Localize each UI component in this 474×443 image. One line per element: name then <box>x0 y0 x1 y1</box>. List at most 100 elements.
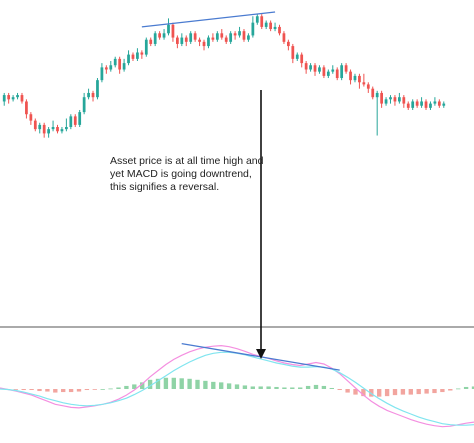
candle-body <box>65 127 68 130</box>
candle-body <box>260 16 264 27</box>
macd-line <box>0 344 474 428</box>
price-trendline-group <box>141 11 276 28</box>
macd-histogram-bar <box>171 377 176 389</box>
candle-body <box>295 54 299 59</box>
macd-histogram-bar <box>345 389 350 393</box>
candle-body <box>87 92 90 98</box>
macd-histogram-bar <box>211 381 216 389</box>
candle-body <box>402 97 406 104</box>
macd-histogram-bar <box>305 385 311 389</box>
macd-histogram-bar <box>266 386 271 389</box>
candle-body <box>113 58 117 66</box>
candle-body <box>38 124 42 130</box>
macd-histogram-bar <box>463 386 469 389</box>
candle-body <box>184 37 188 42</box>
macd-histogram-bar <box>471 386 474 389</box>
candle-body <box>78 112 82 125</box>
candle-body <box>264 22 268 27</box>
candle-body <box>273 26 277 30</box>
candle-body <box>140 52 144 55</box>
candle-body <box>16 95 19 98</box>
candle-body <box>318 67 321 72</box>
macd-histogram-bar <box>29 389 34 391</box>
macd-histogram-bar <box>440 389 445 393</box>
candle-body <box>220 33 224 38</box>
candle-body <box>380 92 383 104</box>
candle-body <box>389 97 392 100</box>
macd-histogram-bar <box>203 380 208 389</box>
candle-body <box>122 63 126 70</box>
candle-body <box>269 22 272 30</box>
macd-histogram-bar <box>400 389 406 395</box>
candle-body <box>322 67 326 76</box>
macd-histogram-bar <box>258 386 263 389</box>
candle-body <box>60 129 64 132</box>
macd-histogram-bar <box>92 389 97 390</box>
candle-body <box>11 97 15 100</box>
candle-body <box>371 88 375 98</box>
macd-histogram-bar <box>242 385 248 389</box>
candle-body <box>215 33 219 40</box>
candle-body <box>344 65 348 72</box>
candle-body <box>51 127 55 130</box>
macd-histogram-bar <box>179 378 184 389</box>
candle-body <box>73 116 77 125</box>
macd-histogram-bar <box>432 389 437 394</box>
macd-histogram-bar <box>37 389 42 392</box>
macd-histogram-bar <box>416 389 421 395</box>
candle-body <box>109 65 113 70</box>
candle-body <box>233 33 237 36</box>
candle-body <box>247 35 250 40</box>
candle-body <box>193 33 197 40</box>
macd-histogram-bar <box>361 389 366 397</box>
candle-body <box>304 63 308 70</box>
candle-body <box>136 52 139 59</box>
candle-body <box>56 127 59 132</box>
candle-body <box>255 16 259 23</box>
candle-body <box>153 33 157 44</box>
macd-histogram-bar <box>298 387 303 389</box>
candle-body <box>420 101 423 106</box>
macd-histogram-bar <box>45 389 50 392</box>
candle-body <box>144 39 148 55</box>
candle-body <box>313 65 317 72</box>
macd-histogram-bar <box>321 385 327 389</box>
macd-histogram-bar <box>116 387 121 389</box>
macd-histogram-bar <box>456 388 461 390</box>
macd-histogram-bar <box>147 379 153 389</box>
candle-body <box>100 67 104 81</box>
candle-body <box>393 97 397 102</box>
macd-histogram-bar <box>53 389 58 393</box>
candle-body <box>384 99 388 104</box>
candle-body <box>362 82 366 85</box>
candle-body <box>47 129 50 134</box>
candle-body <box>309 65 312 70</box>
macd-histogram-bar <box>250 386 255 389</box>
macd-histogram-bar <box>187 378 192 389</box>
macd-histogram-bar <box>448 389 453 391</box>
macd-histogram-bar <box>234 384 240 389</box>
candle-body <box>171 24 175 38</box>
candle-body <box>366 84 370 89</box>
macd-histogram-bar <box>369 389 374 397</box>
macd-histogram-bar <box>76 389 82 392</box>
candle-body <box>25 101 28 115</box>
macd-histogram-bar <box>226 383 232 389</box>
candle-body <box>127 54 130 64</box>
candle-body <box>406 103 410 108</box>
candle-body <box>433 101 437 104</box>
candle-body <box>20 95 24 102</box>
candle-body <box>437 101 441 106</box>
candle-body <box>229 33 233 42</box>
candle-body <box>224 37 228 42</box>
candle-body <box>131 54 135 59</box>
macd-histogram-bar <box>408 389 413 395</box>
candle-body <box>149 39 153 44</box>
macd-histogram-bar <box>84 389 90 391</box>
macd-histogram-group <box>0 377 474 397</box>
macd-histogram-bar <box>219 382 224 389</box>
candle-body <box>358 75 361 83</box>
candle-body <box>118 58 122 70</box>
candle-body <box>442 103 446 106</box>
